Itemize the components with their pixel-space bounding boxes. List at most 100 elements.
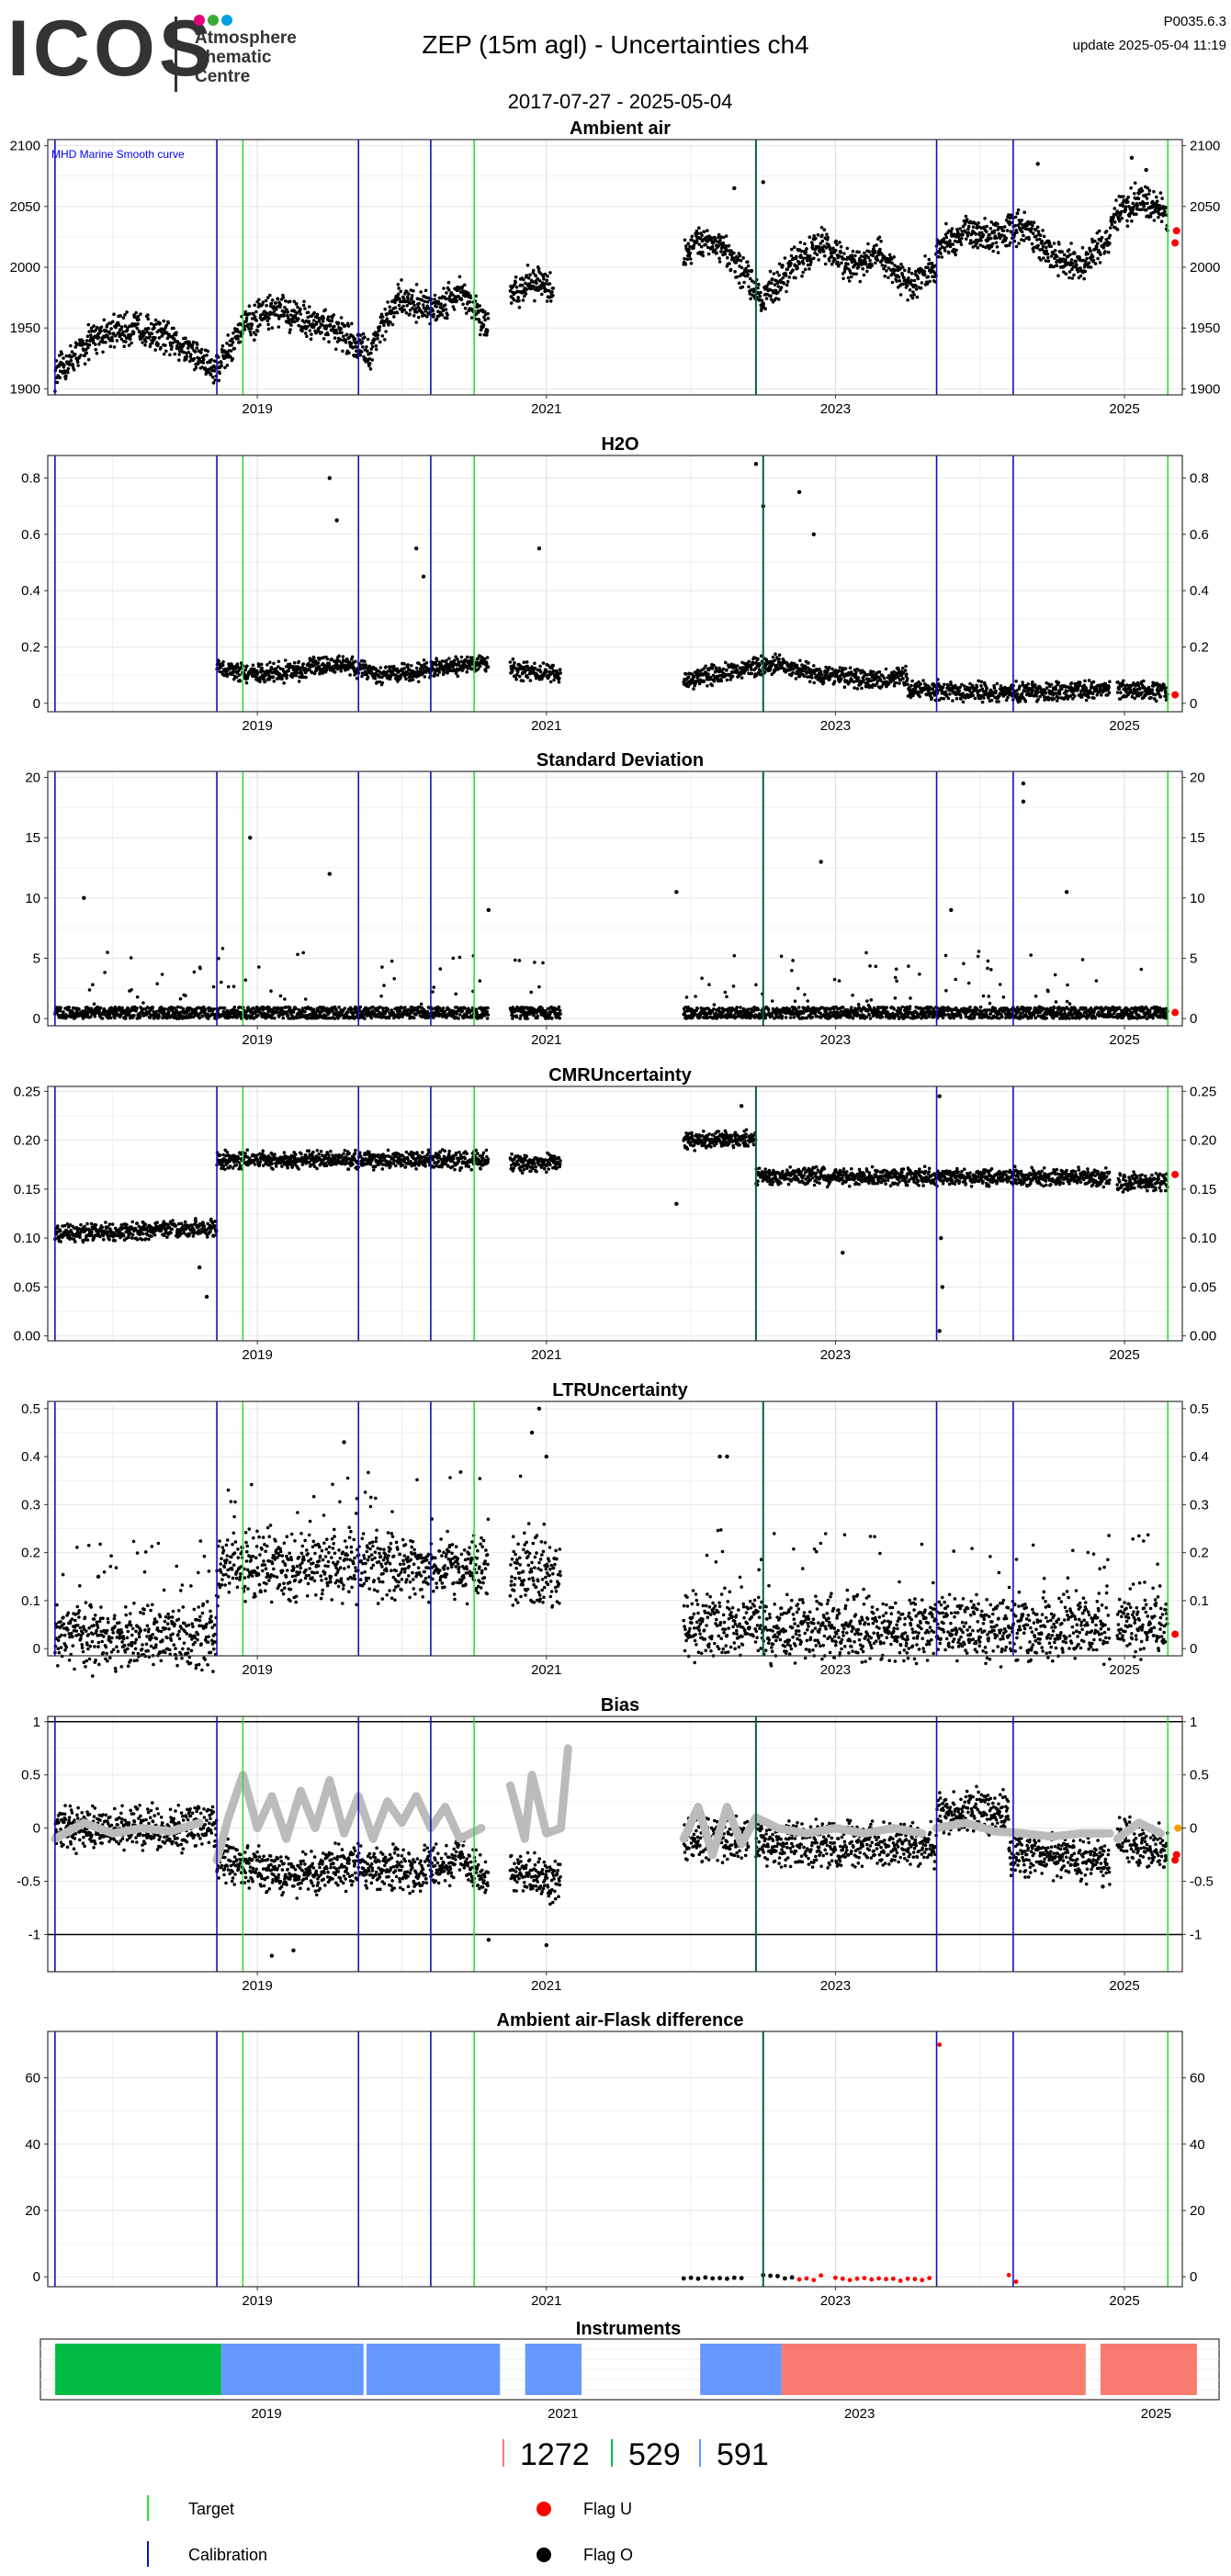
data-point [916,296,920,299]
data-point [711,667,715,670]
data-point [1151,688,1155,692]
data-point [304,676,308,680]
data-point [340,316,344,320]
data-point [163,320,166,323]
data-point [526,264,530,267]
data-point [1031,224,1034,228]
data-point [93,1003,96,1007]
data-point [697,242,701,246]
data-point [890,262,894,265]
data-point [62,356,65,360]
ytick-label-right: 5 [1190,951,1197,966]
data-point [906,298,909,302]
data-point [109,1017,113,1020]
data-point [948,239,952,242]
data-point [706,672,710,676]
data-point [394,306,398,309]
data-point [513,298,516,302]
data-point [1090,265,1093,269]
data-point [516,296,520,299]
data-point [1069,242,1073,245]
data-point [1119,691,1123,694]
data-point [1036,691,1040,694]
data-point [1066,690,1069,693]
data-point [847,276,851,280]
data-point [1033,220,1036,224]
data-point [1077,270,1080,274]
data-point [97,336,101,340]
data-point [326,333,330,337]
data-point [849,272,853,276]
data-point [322,337,326,341]
data-point [243,669,247,672]
data-point [960,243,964,247]
data-point [277,298,280,301]
data-point [302,300,306,304]
data-point [1056,699,1059,703]
data-point [972,694,976,698]
data-point [785,274,788,277]
data-point [763,308,767,311]
data-point [943,683,946,687]
data-point [782,276,785,280]
data-point [947,697,951,701]
data-point [548,282,552,286]
ytick-label-left: 2100 [10,139,40,154]
data-point [210,358,214,362]
data-point [794,276,797,280]
data-point [1045,250,1048,253]
data-point [369,352,373,355]
data-point [1130,219,1134,223]
data-point [360,675,364,679]
data-point [509,660,513,664]
data-point [253,338,256,342]
data-point [854,273,858,276]
data-point [540,293,544,297]
data-point [77,1007,81,1011]
data-point [798,659,802,663]
data-point [1068,270,1072,274]
data-point [927,276,931,279]
data-point [726,679,729,682]
data-point [453,658,457,662]
data-point [788,276,792,279]
data-point [412,289,415,293]
data-point [906,284,909,287]
logo-sub-line-2: Thematic [195,48,272,67]
data-point [218,379,221,383]
ytick-label-right: 2100 [1190,139,1220,154]
data-point [772,656,775,659]
data-point [514,276,518,279]
data-point [979,239,983,242]
data-point [1053,242,1056,245]
data-point [1131,202,1135,206]
data-point [62,1010,65,1014]
data-point [883,275,887,278]
data-point [245,681,249,685]
logo-sub-line-1: Atmosphere [195,28,297,48]
data-point [695,240,699,243]
data-point [699,237,703,241]
data-point [955,697,959,701]
data-point [1016,212,1020,216]
data-point [725,669,728,672]
data-point [460,656,464,659]
data-point [1021,231,1024,234]
data-point [1019,700,1022,703]
data-point [551,294,555,298]
data-point [808,680,812,683]
data-point [729,268,733,272]
data-point [828,678,831,681]
data-point [903,269,907,273]
data-point [714,249,717,253]
data-point [819,251,822,254]
data-point [878,236,882,240]
data-point [284,658,288,662]
data-point [286,674,289,678]
data-point [778,653,782,657]
data-point [310,337,313,341]
data-point [1122,205,1125,208]
data-point [87,358,91,362]
data-point [388,305,391,309]
data-point [1032,250,1035,253]
